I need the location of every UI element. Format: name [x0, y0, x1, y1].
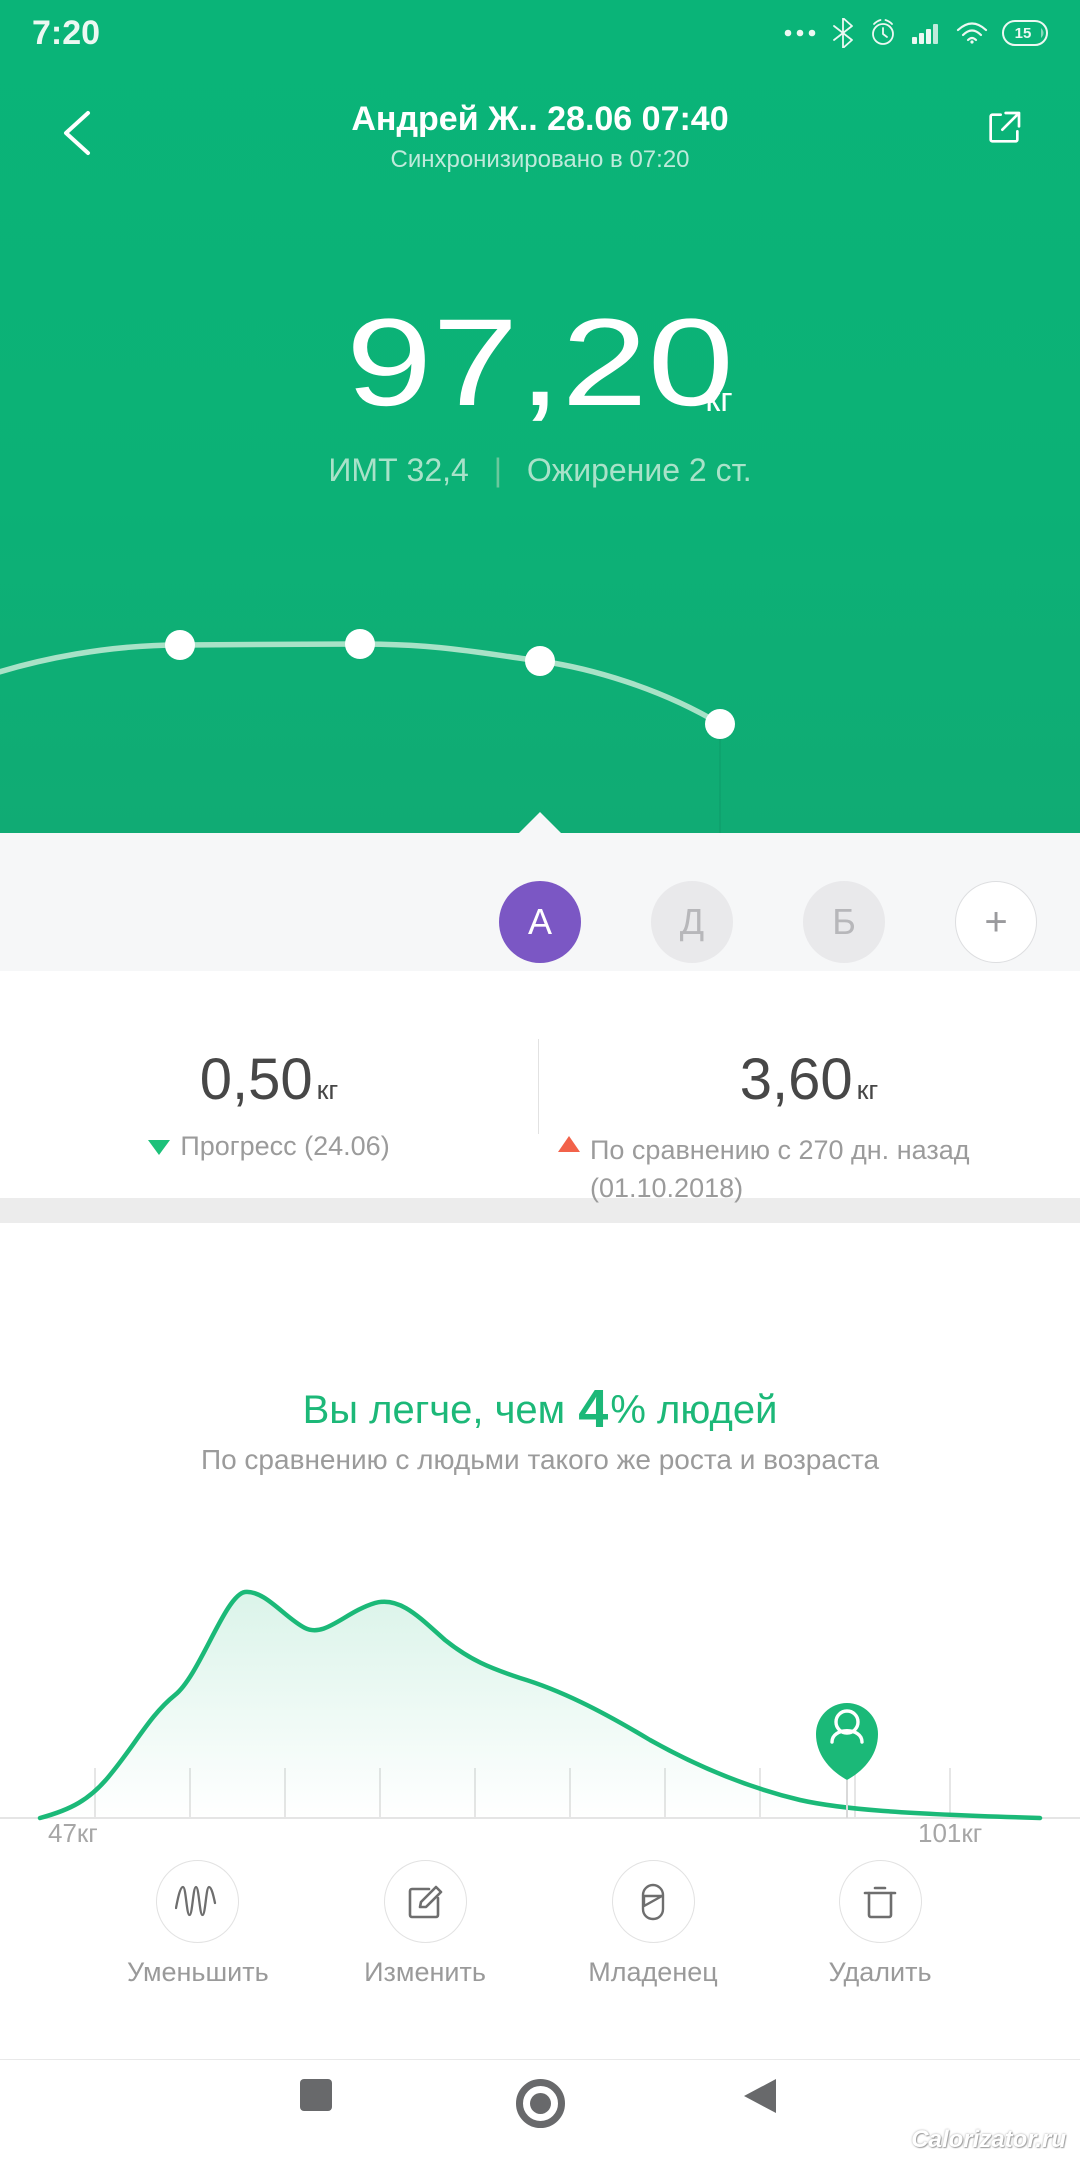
svg-text:15: 15	[1015, 25, 1032, 42]
